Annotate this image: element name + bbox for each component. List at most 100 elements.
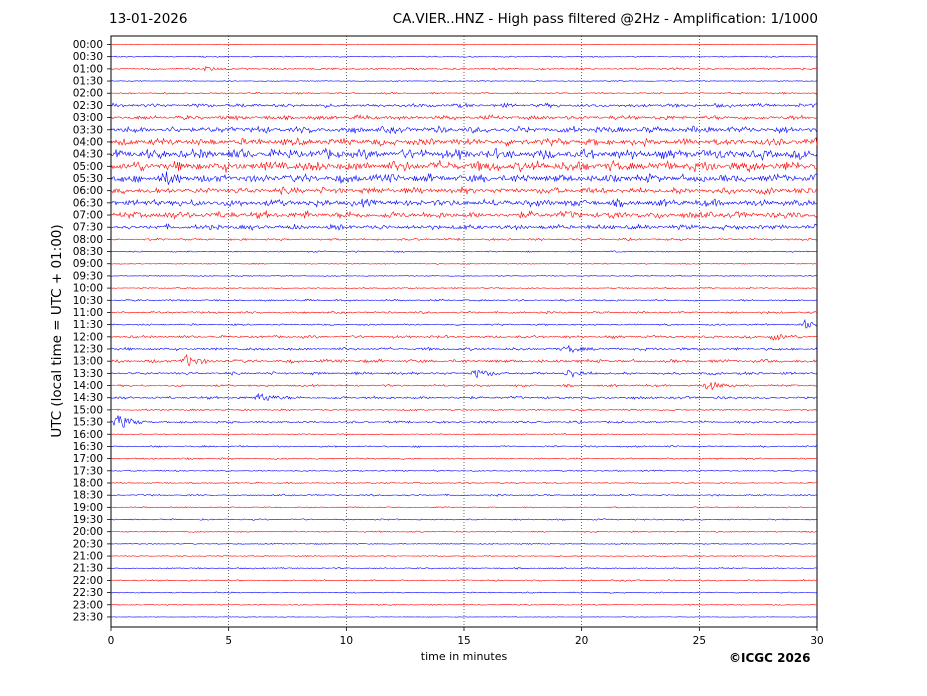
trace-0330 xyxy=(110,125,818,135)
trace-2200 xyxy=(110,578,818,582)
trace-0700 xyxy=(110,210,818,220)
y-tick-label: 23:00 xyxy=(73,599,103,611)
y-tick-label: 14:30 xyxy=(73,392,103,404)
y-tick-label: 17:30 xyxy=(73,465,103,477)
chart-date: 13-01-2026 xyxy=(109,11,188,27)
y-tick-label: 20:30 xyxy=(73,538,103,550)
y-tick-label: 19:30 xyxy=(73,514,103,526)
y-tick-label: 18:00 xyxy=(73,477,103,489)
trace-1300 xyxy=(110,353,818,366)
x-tick-label: 20 xyxy=(575,635,588,647)
trace-1630 xyxy=(110,444,818,448)
plot-frame xyxy=(110,35,818,628)
y-tick-label: 04:00 xyxy=(73,136,103,148)
trace-1500 xyxy=(110,408,818,412)
trace-2330 xyxy=(110,616,818,618)
trace-0600 xyxy=(110,186,818,196)
y-tick-label: 13:00 xyxy=(73,356,103,368)
y-tick-label: 20:00 xyxy=(73,526,103,538)
y-tick-label: 06:30 xyxy=(73,197,103,209)
y-tick-label: 14:00 xyxy=(73,380,103,392)
y-tick-label: 03:00 xyxy=(73,112,103,124)
y-tick-label: 15:00 xyxy=(73,404,103,416)
y-tick-label: 21:00 xyxy=(73,551,103,563)
trace-1130 xyxy=(110,318,818,329)
y-tick-label: 16:00 xyxy=(73,429,103,441)
y-tick-label: 10:30 xyxy=(73,295,103,307)
trace-1230 xyxy=(110,344,818,353)
trace-1700 xyxy=(110,457,818,460)
trace-0030 xyxy=(110,55,818,58)
trace-2100 xyxy=(110,555,818,558)
trace-0200 xyxy=(110,91,818,95)
y-tick-label: 22:00 xyxy=(73,575,103,587)
y-tick-label: 10:00 xyxy=(73,283,103,295)
trace-1730 xyxy=(110,469,818,472)
y-tick-label: 08:30 xyxy=(73,246,103,258)
y-tick-label: 07:30 xyxy=(73,222,103,234)
trace-1930 xyxy=(110,518,818,521)
y-tick-label: 00:30 xyxy=(73,51,103,63)
y-tick-label: 21:30 xyxy=(73,563,103,575)
trace-1530 xyxy=(110,415,818,428)
y-tick-label: 16:30 xyxy=(73,441,103,453)
y-tick-label: 03:30 xyxy=(73,124,103,136)
trace-0230 xyxy=(110,102,818,109)
trace-2230 xyxy=(110,591,818,594)
trace-1030 xyxy=(110,298,818,302)
trace-0800 xyxy=(110,237,818,242)
y-tick-label: 18:30 xyxy=(73,490,103,502)
trace-0630 xyxy=(110,198,818,208)
trace-1000 xyxy=(110,287,818,290)
y-tick-label: 23:30 xyxy=(73,611,103,623)
trace-0830 xyxy=(110,250,818,253)
trace-0530 xyxy=(110,171,818,185)
chart-title: CA.VIER..HNZ - High pass filtered @2Hz -… xyxy=(392,11,818,27)
trace-2130 xyxy=(110,567,818,570)
y-tick-label: 15:30 xyxy=(73,417,103,429)
trace-0300 xyxy=(110,114,818,121)
trace-1100 xyxy=(110,310,818,315)
y-tick-label: 11:30 xyxy=(73,319,103,331)
y-tick-label: 02:00 xyxy=(73,88,103,100)
y-tick-label: 02:30 xyxy=(73,100,103,112)
x-tick-label: 10 xyxy=(340,635,353,647)
y-tick-label: 05:00 xyxy=(73,161,103,173)
trace-1600 xyxy=(110,433,818,436)
trace-1200 xyxy=(110,334,818,341)
trace-1430 xyxy=(110,392,818,401)
trace-1330 xyxy=(110,369,818,379)
y-tick-label: 13:30 xyxy=(73,368,103,380)
y-tick-label: 09:30 xyxy=(73,270,103,282)
copyright-notice: ©ICGC 2026 xyxy=(729,651,811,665)
trace-0730 xyxy=(110,223,818,231)
trace-1800 xyxy=(110,481,818,485)
y-tick-label: 01:30 xyxy=(73,76,103,88)
trace-1400 xyxy=(110,381,818,391)
y-tick-label: 11:00 xyxy=(73,307,103,319)
y-tick-label: 06:00 xyxy=(73,185,103,197)
trace-1900 xyxy=(110,506,818,509)
trace-0100 xyxy=(110,65,818,72)
trace-0000 xyxy=(110,43,818,46)
y-tick-label: 07:00 xyxy=(73,210,103,222)
trace-0930 xyxy=(110,274,818,277)
trace-2300 xyxy=(110,603,818,606)
x-tick-label: 30 xyxy=(810,635,823,647)
x-tick-label: 25 xyxy=(693,635,706,647)
y-tick-label: 05:30 xyxy=(73,173,103,185)
y-tick-label: 01:00 xyxy=(73,63,103,75)
y-tick-label: 00:00 xyxy=(73,39,103,51)
trace-0430 xyxy=(110,147,818,162)
y-tick-label: 09:00 xyxy=(73,258,103,270)
trace-0400 xyxy=(110,137,818,148)
trace-0130 xyxy=(110,80,818,82)
y-tick-label: 12:30 xyxy=(73,344,103,356)
y-tick-label: 12:00 xyxy=(73,331,103,343)
x-tick-label: 0 xyxy=(108,635,115,647)
y-tick-label: 22:30 xyxy=(73,587,103,599)
y-tick-label: 04:30 xyxy=(73,149,103,161)
trace-2000 xyxy=(110,530,818,534)
y-tick-label: 08:00 xyxy=(73,234,103,246)
